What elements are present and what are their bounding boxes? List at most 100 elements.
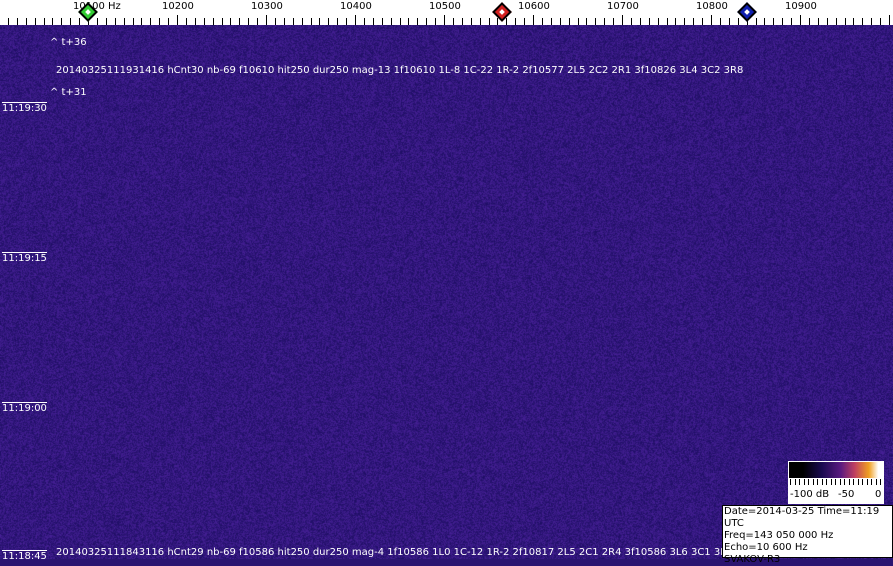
- ruler-tick-label: 10700: [607, 1, 639, 12]
- legend-tick: [821, 479, 823, 485]
- ruler-tick: [35, 18, 36, 25]
- ruler-tick: [124, 18, 125, 25]
- frequency-text: Freq=143 050 000 Hz: [724, 530, 834, 541]
- ruler-tick: [756, 18, 757, 25]
- red-marker-icon[interactable]: [492, 2, 512, 22]
- legend-tick: [799, 479, 800, 485]
- ruler-tick: [880, 18, 881, 25]
- ruler-tick: [133, 18, 134, 25]
- color-gradient: [789, 462, 883, 478]
- blue-marker-icon[interactable]: [737, 2, 757, 22]
- ruler-tick: [720, 18, 721, 25]
- ruler-tick: [595, 18, 596, 25]
- ruler-tick: [764, 18, 765, 25]
- ruler-tick-label: 10300: [251, 1, 283, 12]
- ruler-tick: [658, 18, 659, 25]
- ruler-tick: [141, 18, 142, 25]
- ruler-tick: [426, 18, 427, 25]
- ruler-tick: [649, 18, 650, 25]
- ruler-tick: [515, 18, 516, 25]
- ruler-tick: [435, 18, 436, 25]
- ruler-tick: [471, 18, 472, 25]
- ruler-tick: [480, 18, 481, 25]
- ruler-tick: [853, 18, 854, 25]
- ruler-tick: [391, 18, 392, 25]
- ruler-tick: [293, 18, 294, 25]
- ruler-tick: [400, 18, 401, 25]
- ruler-tick: [702, 18, 703, 25]
- ruler-tick: [70, 18, 71, 25]
- legend-label: 0: [875, 489, 882, 500]
- ruler-tick: [257, 18, 258, 25]
- ruler-tick-label: 10100 Hz: [73, 1, 121, 12]
- ruler-tick: [551, 18, 552, 25]
- ruler-tick: [862, 18, 863, 25]
- legend-tick: [875, 479, 877, 485]
- ruler-tick: [462, 18, 463, 25]
- legend-tick: [880, 479, 881, 485]
- ruler-tick: [889, 15, 890, 25]
- ruler-tick: [542, 18, 543, 25]
- ruler-tick-label: 10500: [429, 1, 461, 12]
- ruler-tick: [453, 18, 454, 25]
- ruler-tick: [622, 15, 623, 25]
- ruler-tick-label: 10200: [162, 1, 194, 12]
- date-time-text: Date=2014-03-25 Time=11:19 UTC: [724, 506, 880, 529]
- ruler-tick: [177, 15, 178, 25]
- ruler-tick: [275, 18, 276, 25]
- ruler-tick: [44, 18, 45, 25]
- legend-tick: [866, 479, 868, 485]
- time-offset-label: ^ t+31: [50, 87, 87, 98]
- ruler-tick: [408, 18, 409, 25]
- meteor-event-text: 20140325111931416 hCnt30 nb-69 f10610 hi…: [56, 65, 744, 76]
- meteor-event-text: 20140325111843116 hCnt29 nb-69 f10586 hi…: [56, 547, 734, 558]
- legend-label: -50: [838, 489, 855, 500]
- ruler-tick: [809, 18, 810, 25]
- legend-tick: [839, 479, 841, 485]
- station-text: SVAKOV-R3: [724, 554, 781, 565]
- ruler-tick: [284, 18, 285, 25]
- legend-tick: [835, 479, 836, 485]
- ruler-tick: [738, 18, 739, 25]
- ruler-tick: [17, 18, 18, 25]
- ruler-tick: [311, 18, 312, 25]
- ruler-tick: [417, 18, 418, 25]
- ruler-tick: [150, 18, 151, 25]
- ruler-tick: [747, 18, 748, 25]
- ruler-tick: [533, 15, 534, 25]
- ruler-tick: [578, 18, 579, 25]
- spectrogram: [0, 25, 893, 559]
- ruler-tick: [355, 15, 356, 25]
- ruler-tick: [213, 18, 214, 25]
- ruler-tick: [239, 18, 240, 25]
- ruler-tick: [204, 18, 205, 25]
- legend-tick: [830, 479, 832, 485]
- ruler-tick: [79, 18, 80, 25]
- time-label: 11:19:15: [2, 252, 47, 264]
- ruler-tick: [631, 18, 632, 25]
- ruler-tick: [97, 18, 98, 25]
- ruler-tick: [382, 18, 383, 25]
- ruler-tick: [693, 18, 694, 25]
- frequency-ruler: 10100 Hz 10200 10300 10400 10500 10600 10700 10…: [0, 0, 893, 25]
- ruler-tick: [524, 18, 525, 25]
- time-offset-label: ^ t+36: [50, 37, 87, 48]
- ruler-tick: [667, 18, 668, 25]
- ruler-tick: [782, 18, 783, 25]
- ruler-tick: [444, 15, 445, 25]
- legend-tick: [803, 479, 805, 485]
- ruler-tick: [836, 18, 837, 25]
- ruler-tick: [319, 18, 320, 25]
- ruler-tick: [52, 18, 53, 25]
- ruler-tick: [773, 18, 774, 25]
- ruler-tick: [800, 15, 801, 25]
- time-label: 11:18:45: [2, 550, 47, 562]
- info-box: Date=2014-03-25 Time=11:19 UTC Freq=143 …: [722, 505, 893, 565]
- ruler-tick: [818, 18, 819, 25]
- ruler-tick: [328, 18, 329, 25]
- ruler-tick: [364, 18, 365, 25]
- legend-tick: [826, 479, 827, 485]
- ruler-tick: [827, 18, 828, 25]
- ruler-tick: [711, 15, 712, 25]
- ruler-tick: [497, 18, 498, 25]
